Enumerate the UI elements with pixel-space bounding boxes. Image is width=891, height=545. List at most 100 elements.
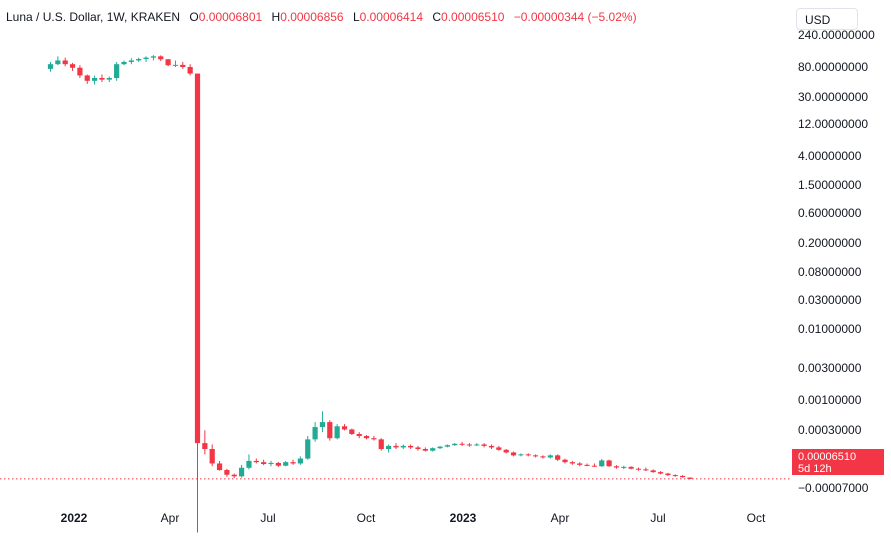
candle[interactable] [680,475,686,478]
candle-body [202,443,208,450]
candle[interactable] [386,444,392,453]
candle[interactable] [599,459,605,467]
currency-button[interactable]: USD [796,8,858,30]
candle[interactable] [253,458,259,464]
candle[interactable] [547,454,553,459]
y-tick-label: 1.50000000 [798,178,862,192]
candle[interactable] [275,461,281,467]
candle[interactable] [224,468,230,477]
candle[interactable] [496,445,502,451]
candle[interactable] [488,444,495,450]
candle[interactable] [312,422,318,442]
candle[interactable] [55,56,61,66]
candle[interactable] [363,434,370,440]
candle[interactable] [635,467,642,471]
candle[interactable] [143,56,149,62]
candle[interactable] [584,463,590,467]
candle[interactable] [665,472,671,476]
candle[interactable] [378,438,384,451]
candle[interactable] [687,477,693,480]
candle-body [224,470,230,475]
candle[interactable] [290,459,296,465]
candle[interactable] [621,465,627,470]
candle-body [180,64,186,67]
candle[interactable] [180,61,186,69]
candle[interactable] [319,411,326,433]
candle[interactable] [136,57,142,62]
candle[interactable] [69,62,76,71]
candle[interactable] [555,454,561,461]
candle[interactable] [540,455,546,459]
candle-body [437,446,443,449]
candle[interactable] [216,460,223,471]
candle[interactable] [77,65,83,79]
candle[interactable] [474,443,480,446]
candle[interactable] [84,74,90,84]
candle[interactable] [62,57,68,67]
candle[interactable] [510,451,517,457]
candle[interactable] [305,436,311,460]
candle[interactable] [172,60,179,67]
candle-body [562,459,568,463]
candle[interactable] [47,61,54,72]
candle-body [128,60,134,62]
candle[interactable] [187,64,193,76]
candle[interactable] [150,55,156,61]
candle[interactable] [297,456,303,465]
candle[interactable] [239,464,245,478]
candle[interactable] [209,444,215,467]
candle[interactable] [393,443,399,450]
candle[interactable] [415,445,421,451]
candle[interactable] [459,441,465,446]
candle[interactable] [577,462,583,467]
candle[interactable] [165,59,171,67]
candle[interactable] [246,454,252,470]
candle-body [584,464,590,466]
candle[interactable] [349,428,355,435]
candle[interactable] [334,424,340,440]
candle[interactable] [525,453,531,457]
legend-symbol[interactable]: Luna / U.S. Dollar, 1W, KRAKEN [6,10,181,24]
candle[interactable] [591,463,597,467]
candle[interactable] [569,460,575,465]
candle[interactable] [371,436,377,441]
y-tick-label: 0.60000000 [798,206,862,220]
candle[interactable] [444,444,450,448]
candle[interactable] [650,469,656,473]
candle[interactable] [628,466,634,470]
candle[interactable] [194,73,201,533]
candle[interactable] [422,447,428,452]
candle[interactable] [158,55,164,62]
candle[interactable] [341,424,348,431]
candle[interactable] [92,75,98,85]
candle[interactable] [408,444,414,450]
candle[interactable] [327,420,333,441]
candle[interactable] [672,474,678,477]
candle[interactable] [128,58,134,65]
candle[interactable] [268,460,274,467]
candle[interactable] [452,443,458,446]
candle[interactable] [533,454,539,458]
candle[interactable] [400,444,406,450]
candle[interactable] [518,453,524,457]
candle[interactable] [121,60,127,66]
candle[interactable] [283,460,289,467]
candle[interactable] [606,459,612,467]
candle[interactable] [657,471,664,475]
candle[interactable] [106,76,112,83]
candle[interactable] [437,445,443,450]
candle[interactable] [231,473,237,479]
candle[interactable] [562,458,568,464]
candle[interactable] [202,430,208,455]
candle[interactable] [643,467,649,472]
candle[interactable] [466,443,473,447]
candle[interactable] [503,449,509,454]
candle[interactable] [613,465,620,469]
candle[interactable] [114,61,120,81]
candle[interactable] [481,443,487,448]
candle[interactable] [430,447,436,452]
candle[interactable] [356,432,362,439]
candle[interactable] [261,459,267,466]
candle[interactable] [99,74,105,83]
